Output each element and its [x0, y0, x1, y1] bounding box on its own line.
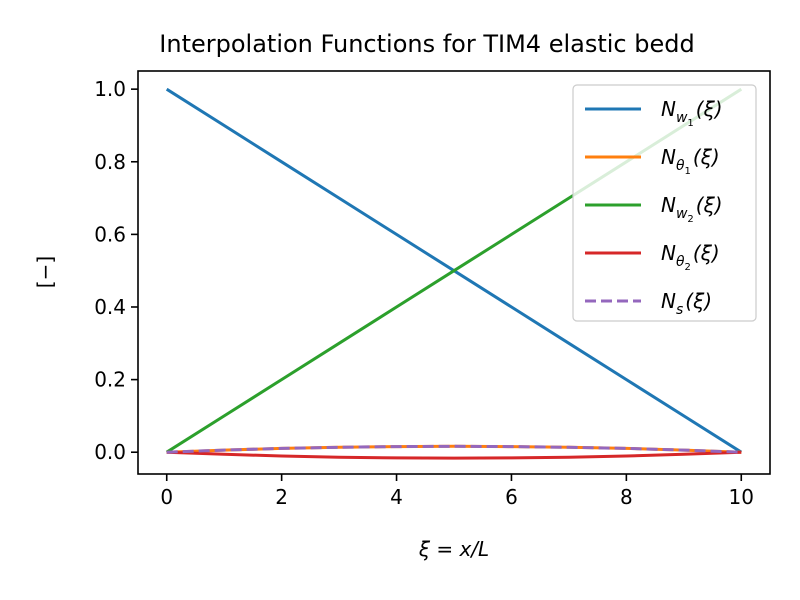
chart-title: Interpolation Functions for TIM4 elastic… — [159, 30, 694, 58]
legend-label-5: Ns (ξ) — [661, 289, 712, 318]
x-axis-label-text: ξ = x/L — [418, 537, 489, 561]
series-line-4 — [166, 450, 742, 460]
x-axis-label: ξ = x/L — [418, 537, 489, 561]
y-axis: 0.0 0.2 0.4 0.6 0.8 1.0 — [94, 77, 138, 464]
y-axis-label: [−] — [33, 256, 57, 288]
y-tick-label: 0.2 — [94, 368, 126, 392]
legend-box — [572, 84, 757, 322]
series-line-2 — [166, 444, 742, 454]
legend-label-1: Nw1(ξ) — [661, 97, 723, 129]
x-axis: 0 2 4 6 8 10 — [160, 474, 754, 509]
y-tick-label: 0.6 — [94, 222, 126, 246]
x-tick-label: 8 — [620, 485, 633, 509]
legend-label-2: Nθ1(ξ) — [661, 145, 720, 177]
y-tick-label: 0.0 — [94, 440, 126, 464]
y-tick-label: 1.0 — [94, 77, 126, 101]
x-tick-label: 4 — [390, 485, 403, 509]
x-tick-label: 6 — [505, 485, 518, 509]
x-tick-label: 2 — [275, 485, 288, 509]
legend-label-3: Nw2(ξ) — [661, 193, 723, 225]
x-tick-label: 10 — [729, 485, 754, 509]
legend: Nw1(ξ) Nθ1(ξ) Nw2(ξ) Nθ2(ξ) Ns (ξ) — [572, 84, 757, 322]
plot-area — [137, 70, 771, 475]
x-tick-label: 0 — [160, 485, 173, 509]
y-tick-label: 0.4 — [94, 295, 126, 319]
y-tick-label: 0.8 — [94, 150, 126, 174]
legend-label-4: Nθ2(ξ) — [661, 241, 720, 273]
